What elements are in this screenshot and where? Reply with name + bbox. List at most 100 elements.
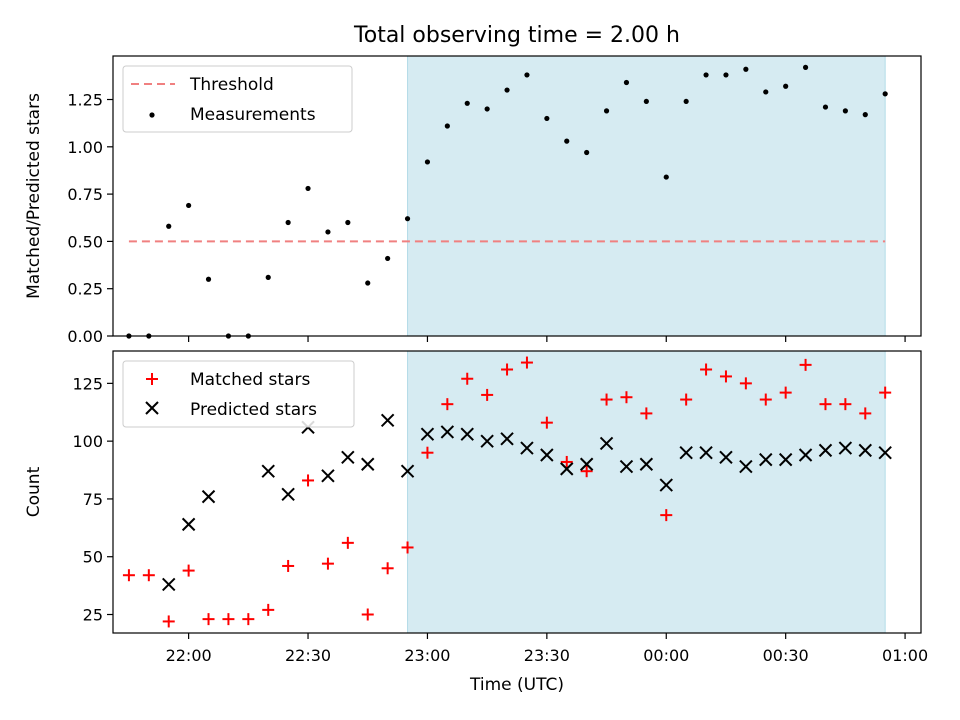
measurement-point	[205, 276, 212, 282]
measurement-point	[862, 112, 868, 118]
measurement-point	[365, 280, 371, 286]
matched-star-point	[262, 603, 275, 616]
measurement-point	[584, 149, 590, 156]
measurement-point	[783, 83, 789, 89]
legend: Threshold Measurements	[122, 65, 353, 133]
measurement-point	[484, 106, 490, 112]
matched-star-point	[580, 465, 593, 478]
y-tick-label: 25	[83, 606, 103, 625]
measurement-point	[504, 87, 510, 93]
matched-star-point	[182, 564, 195, 577]
measurement-point	[683, 98, 689, 105]
legend-threshold-label: Threshold	[189, 75, 274, 95]
matched-star-point	[799, 358, 812, 371]
measurement-point	[643, 98, 649, 105]
matched-star-point	[640, 407, 653, 420]
measurement-point	[186, 202, 192, 209]
matched-star-point	[461, 372, 474, 385]
predicted-star-point	[440, 425, 455, 439]
measurement-point	[285, 219, 291, 226]
matched-star-point	[501, 363, 514, 376]
matched-star-point	[341, 536, 354, 549]
x-tick-label: 22:30	[285, 646, 331, 665]
measurement-point	[444, 123, 450, 129]
predicted-star-point	[341, 450, 355, 465]
predicted-star-point	[420, 427, 435, 441]
matched-star-point	[739, 377, 752, 390]
matched-star-point	[859, 407, 872, 420]
measurement-point	[723, 72, 729, 78]
predicted-star-point	[838, 441, 853, 455]
measurement-point	[564, 138, 570, 144]
x-tick-label: 23:00	[404, 646, 450, 665]
x-tick-label: 22:00	[166, 646, 212, 665]
legend-box	[122, 65, 353, 133]
predicted-star-point	[818, 443, 833, 458]
legend: Matched stars Predicted stars	[122, 360, 355, 428]
legend-box	[122, 360, 355, 428]
matched-star-point	[481, 388, 494, 401]
predicted-star-point	[679, 445, 693, 460]
y-tick-label: 1.25	[67, 91, 103, 110]
predicted-star-point	[400, 464, 415, 478]
y-tick-label: 75	[83, 490, 103, 509]
matched-star-point	[600, 393, 613, 406]
y-axis-ticks: 0.00 0.25 0.50 0.75 1.00 1.25	[67, 91, 113, 346]
x-axis-label: Time (UTC)	[469, 675, 564, 695]
measurement-point	[305, 185, 311, 192]
y-tick-label: 0.75	[67, 185, 103, 204]
measurement-point	[404, 216, 411, 222]
predicted-star-point	[699, 445, 713, 460]
predicted-star-point	[579, 457, 594, 471]
measurement-point	[802, 64, 809, 70]
axes-frame	[112, 55, 922, 337]
predicted-star-point	[261, 464, 275, 478]
matched-star-point	[700, 363, 713, 376]
x-tick-label: 01:00	[882, 646, 928, 665]
matched-star-point	[242, 613, 255, 626]
measurement-point	[385, 255, 391, 262]
measurement-point	[603, 108, 610, 114]
y-tick-label: 1.00	[67, 138, 103, 157]
matched-star-point	[620, 391, 633, 404]
predicted-star-point	[798, 448, 813, 462]
measurement-point	[265, 274, 271, 280]
y-axis-label: Count	[24, 466, 44, 517]
predicted-star-point	[599, 436, 614, 451]
predicted-star-point	[739, 459, 753, 474]
matched-star-point	[560, 455, 573, 468]
chart-title: Total observing time = 2.00 h	[353, 23, 680, 48]
x-tick-label: 00:00	[643, 646, 689, 665]
x-tick-label: 00:30	[763, 646, 809, 665]
matched-stars-points	[122, 356, 892, 628]
matched-star-point	[401, 541, 414, 554]
legend-measurements-label: Measurements	[190, 105, 316, 125]
matched-star-point	[202, 613, 215, 626]
measurement-point	[623, 79, 630, 86]
legend-matched-label: Matched stars	[190, 370, 310, 390]
predicted-star-point	[719, 450, 733, 465]
predicted-star-point	[201, 489, 216, 504]
y-axis-label: Matched/Predicted stars	[24, 93, 44, 299]
predicted-star-point	[162, 577, 176, 592]
shaded-span	[407, 55, 886, 337]
matched-star-point	[520, 356, 533, 369]
predicted-star-point	[540, 448, 554, 462]
x-tick-label: 23:30	[524, 646, 570, 665]
shaded-span	[407, 350, 886, 634]
matched-star-point	[162, 615, 175, 628]
matched-star-point	[540, 416, 553, 429]
legend-matched-swatch	[146, 373, 158, 385]
measurement-point	[345, 219, 351, 226]
predicted-star-point	[361, 457, 375, 471]
measurement-point	[882, 91, 888, 97]
measurement-point	[325, 229, 331, 235]
predicted-star-point	[321, 469, 335, 483]
measurement-point	[524, 72, 530, 78]
matched-star-point	[142, 569, 155, 582]
ratio-panel: 0.00 0.25 0.50 0.75 1.00 1.25 Matched/Predict…	[24, 55, 922, 346]
y-tick-label: 0.00	[67, 327, 103, 346]
matched-star-point	[421, 446, 434, 459]
predicted-star-point	[878, 445, 892, 460]
